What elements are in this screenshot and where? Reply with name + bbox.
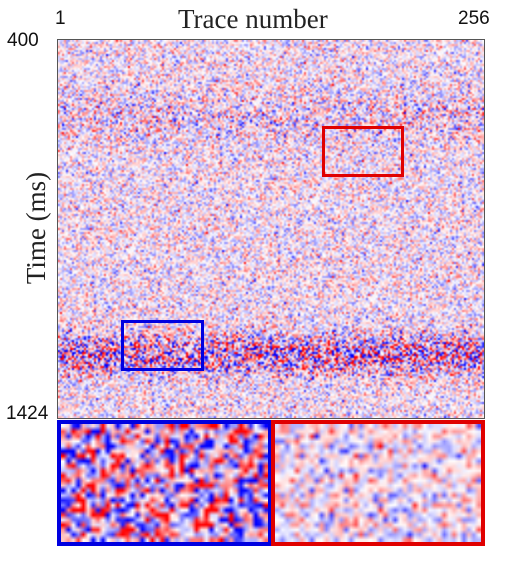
y-tick-first: 400: [7, 30, 39, 51]
x-tick-first: 1: [55, 8, 66, 29]
red-zoom-inset: [271, 420, 485, 546]
blue-zoom-canvas: [61, 424, 268, 542]
seismic-section-canvas: [58, 40, 484, 418]
blue-zoom-inset: [57, 420, 272, 546]
red-highlight-box: [322, 126, 404, 177]
y-tick-last: 1424: [6, 403, 49, 424]
x-tick-last: 256: [458, 8, 490, 29]
seismic-section-image: [57, 39, 485, 419]
red-zoom-canvas: [275, 424, 481, 542]
blue-highlight-box: [121, 320, 204, 371]
figure-title: Trace number: [178, 4, 328, 34]
y-axis-label: Time (ms): [21, 171, 51, 285]
